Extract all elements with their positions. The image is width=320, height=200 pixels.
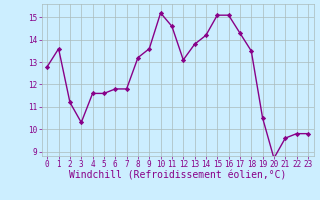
X-axis label: Windchill (Refroidissement éolien,°C): Windchill (Refroidissement éolien,°C): [69, 171, 286, 181]
